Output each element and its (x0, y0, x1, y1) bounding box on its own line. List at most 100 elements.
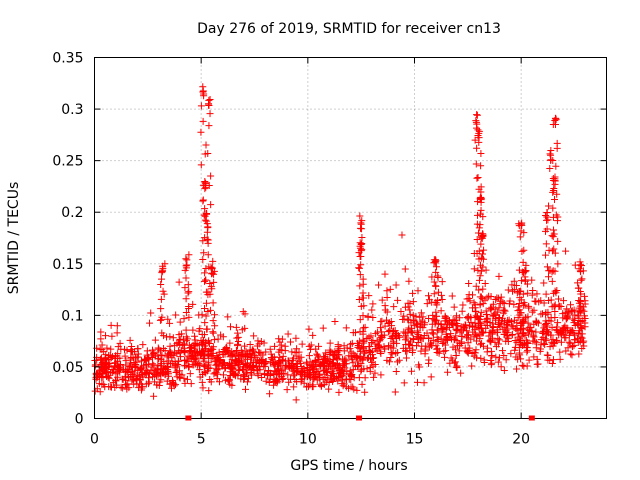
data-point (188, 361, 196, 369)
data-point (320, 354, 328, 362)
data-point (365, 346, 373, 354)
data-point (121, 367, 129, 375)
data-point (129, 375, 137, 383)
data-point (234, 342, 242, 350)
data-point (476, 335, 484, 343)
data-point (457, 338, 465, 346)
data-point (519, 290, 527, 298)
data-point (164, 315, 172, 323)
chart-title: Day 276 of 2019, SRMTID for receiver cn1… (197, 21, 501, 37)
data-point (376, 324, 384, 332)
data-point (533, 339, 541, 347)
data-point (333, 360, 341, 368)
data-point (356, 348, 364, 356)
data-point (91, 362, 99, 370)
data-point (185, 251, 193, 259)
data-point (164, 350, 172, 358)
data-point (409, 311, 417, 319)
data-point (202, 141, 210, 149)
data-point (434, 345, 442, 353)
data-point (461, 321, 469, 329)
data-point (575, 314, 583, 322)
data-point (464, 339, 472, 347)
data-point (543, 320, 551, 328)
data-point (510, 277, 518, 285)
data-point (528, 308, 536, 316)
data-point (477, 354, 485, 362)
data-point (569, 343, 577, 351)
data-point (171, 362, 179, 370)
data-point (106, 360, 114, 368)
data-point (191, 339, 199, 347)
data-point (150, 392, 158, 400)
data-point (542, 240, 550, 248)
data-point (516, 233, 524, 241)
data-point (486, 304, 494, 312)
data-point (329, 370, 337, 378)
y-tick-label: 0.25 (52, 154, 83, 170)
data-point (550, 230, 558, 238)
data-point (525, 302, 533, 310)
data-point (542, 212, 550, 220)
data-point (468, 362, 476, 370)
data-point (134, 345, 142, 353)
data-point (554, 217, 562, 225)
data-point (577, 322, 585, 330)
data-point (517, 355, 525, 363)
data-point (113, 322, 121, 330)
data-point (122, 361, 130, 369)
data-point (257, 338, 265, 346)
data-point (151, 336, 159, 344)
data-point (494, 319, 502, 327)
data-point (97, 355, 105, 363)
data-point (479, 342, 487, 350)
data-point (541, 340, 549, 348)
data-point (246, 340, 254, 348)
data-point (547, 156, 555, 164)
data-point (312, 345, 320, 353)
data-point (306, 358, 314, 366)
data-point (176, 367, 184, 375)
data-point (201, 342, 209, 350)
data-point (478, 324, 486, 332)
data-point (508, 330, 516, 338)
data-point (475, 134, 483, 142)
data-point (306, 381, 314, 389)
data-point (406, 306, 414, 314)
data-point (342, 360, 350, 368)
data-point (202, 312, 210, 320)
data-point (548, 324, 556, 332)
data-point (279, 352, 287, 360)
data-point (500, 330, 508, 338)
data-point (517, 309, 525, 317)
data-point (473, 111, 481, 119)
data-point (487, 347, 495, 355)
data-point (548, 277, 556, 285)
data-point (432, 308, 440, 316)
data-point (452, 325, 460, 333)
data-point (182, 255, 190, 263)
data-point (441, 313, 449, 321)
data-point (543, 216, 551, 224)
data-point (201, 350, 209, 358)
data-point (413, 320, 421, 328)
data-point (183, 375, 191, 383)
data-point (500, 306, 508, 314)
data-point (375, 281, 383, 289)
data-point (102, 369, 110, 377)
data-point (402, 354, 410, 362)
x-tick-label: 20 (512, 432, 530, 448)
data-point (554, 328, 562, 336)
data-point (202, 265, 210, 273)
data-point (484, 314, 492, 322)
data-point (138, 382, 146, 390)
data-point (399, 344, 407, 352)
data-point (545, 202, 553, 210)
data-point (453, 320, 461, 328)
data-point (551, 267, 559, 275)
data-point (277, 361, 285, 369)
data-point (451, 345, 459, 353)
data-point (405, 340, 413, 348)
data-point (181, 356, 189, 364)
data-point (525, 356, 533, 364)
